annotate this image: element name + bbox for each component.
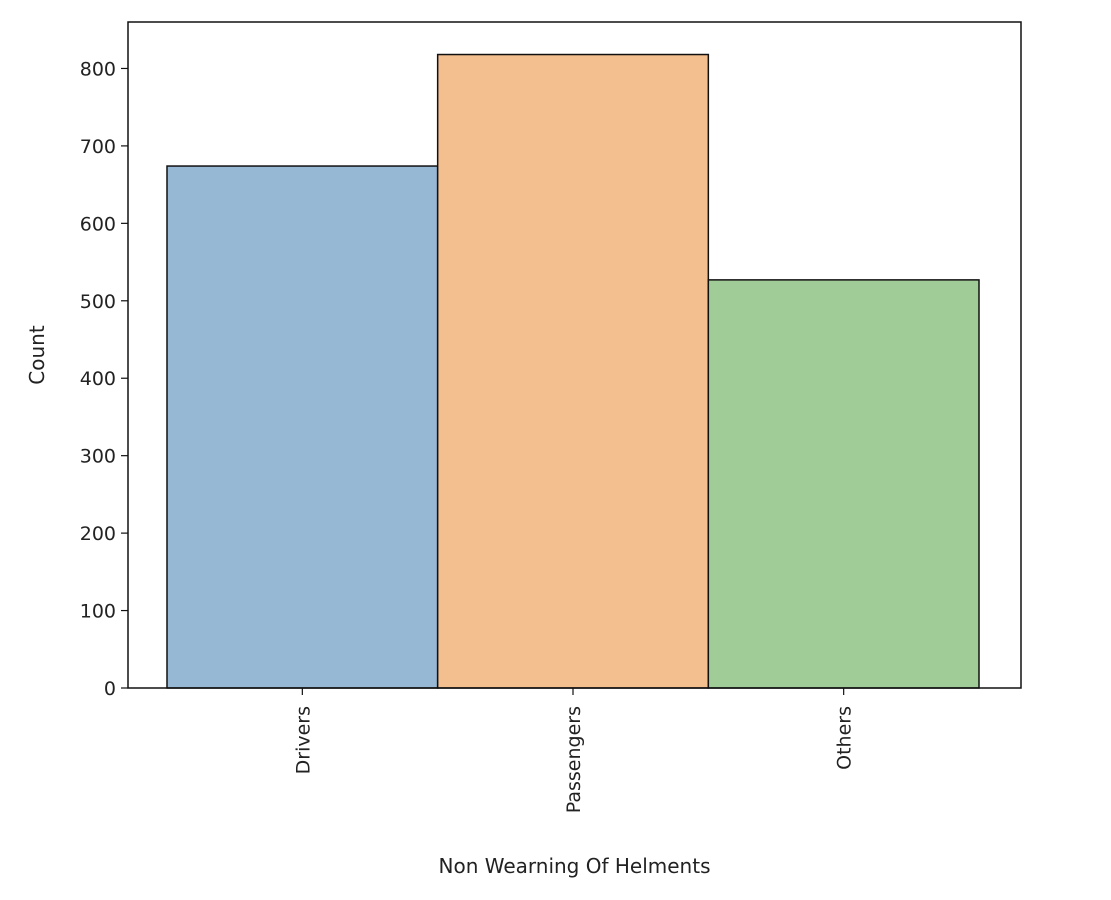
x-tick-label: Passengers: [563, 706, 585, 813]
x-axis-label: Non Wearning Of Helments: [439, 854, 711, 878]
bars-group: [166, 53, 980, 689]
bar-others: [707, 279, 980, 689]
y-tick-label: 500: [80, 291, 116, 313]
y-tick-label: 600: [80, 213, 116, 235]
x-tick-label: Drivers: [292, 706, 314, 774]
x-tick-label: Others: [834, 706, 856, 770]
y-tick-label: 100: [80, 601, 116, 623]
plot-frame: [127, 21, 1022, 689]
y-tick-label: 700: [80, 136, 116, 158]
y-tick-label: 400: [80, 368, 116, 390]
bar-passengers: [436, 53, 710, 689]
x-axis-ticks: Drivers Passengers Others: [292, 688, 856, 813]
y-axis-label: Count: [25, 325, 49, 385]
y-tick-label: 0: [104, 678, 116, 700]
y-tick-label: 800: [80, 58, 116, 80]
y-axis-ticks: 0 100 200 300 400 500 600 700 800: [80, 58, 128, 700]
y-tick-label: 300: [80, 446, 116, 468]
y-tick-label: 200: [80, 523, 116, 545]
bar-drivers: [166, 165, 439, 689]
